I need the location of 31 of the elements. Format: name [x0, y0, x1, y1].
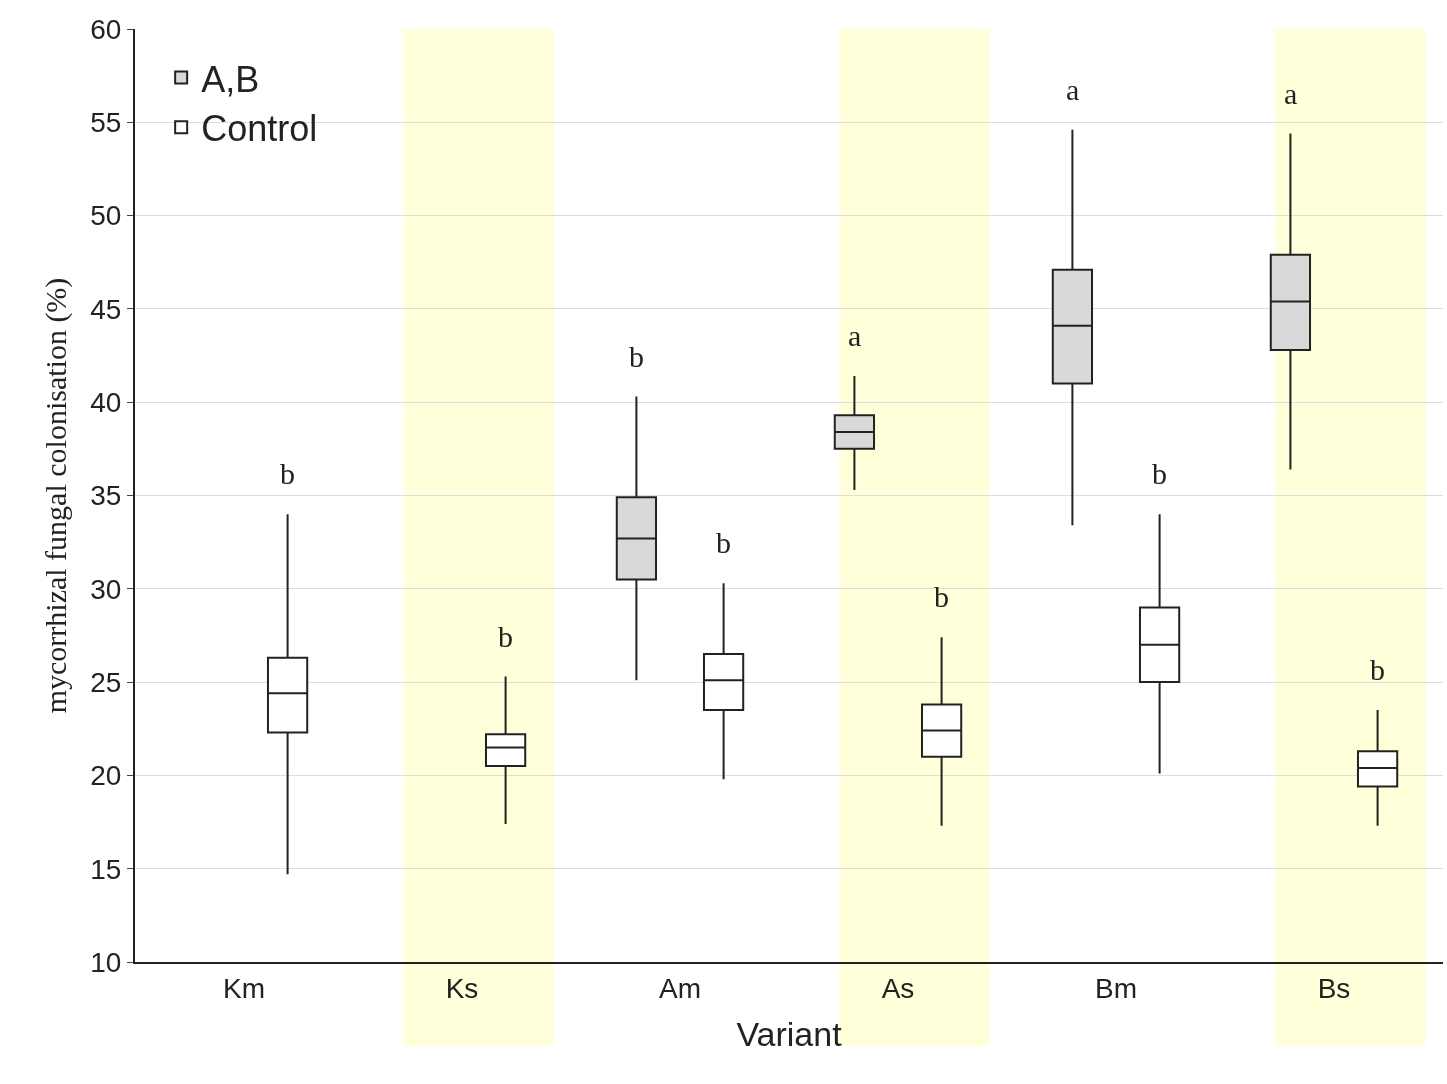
- annotation: b: [934, 580, 949, 613]
- annotation: a: [1066, 73, 1080, 106]
- legend-label: Control: [201, 108, 318, 150]
- y-axis-title: mycorrhizal fungal colonisation (%): [38, 277, 73, 714]
- x-tick-label: Bs: [1317, 972, 1351, 1004]
- annotation: a: [848, 319, 862, 352]
- y-tick-label: 50: [90, 200, 122, 232]
- y-tick-label: 40: [90, 387, 122, 418]
- x-tick-label: As: [881, 972, 915, 1004]
- annotation: b: [498, 620, 513, 653]
- y-tick-label: 35: [90, 480, 122, 512]
- legend-label: A,B: [201, 58, 260, 100]
- y-tick-label: 20: [90, 760, 122, 792]
- annotation: b: [716, 526, 731, 559]
- annotation: b: [1152, 457, 1167, 490]
- annotation: b: [1370, 653, 1385, 686]
- y-tick-label: 25: [90, 666, 122, 698]
- y-tick-label: 60: [90, 13, 122, 45]
- y-tick-label: 55: [90, 107, 122, 139]
- y-tick-label: 30: [90, 573, 122, 605]
- y-tick-label: 45: [90, 293, 122, 325]
- annotation: a: [1284, 77, 1298, 110]
- y-tick-label: 10: [90, 946, 122, 978]
- x-tick-label: Am: [659, 972, 701, 1004]
- annotation: b: [280, 457, 295, 490]
- x-tick-label: Ks: [445, 972, 479, 1004]
- x-tick-label: Bm: [1095, 972, 1137, 1004]
- y-tick-label: 15: [90, 853, 122, 885]
- annotation: b: [629, 340, 644, 373]
- x-axis-title: Variant: [736, 1015, 843, 1054]
- x-tick-label: Km: [223, 972, 265, 1004]
